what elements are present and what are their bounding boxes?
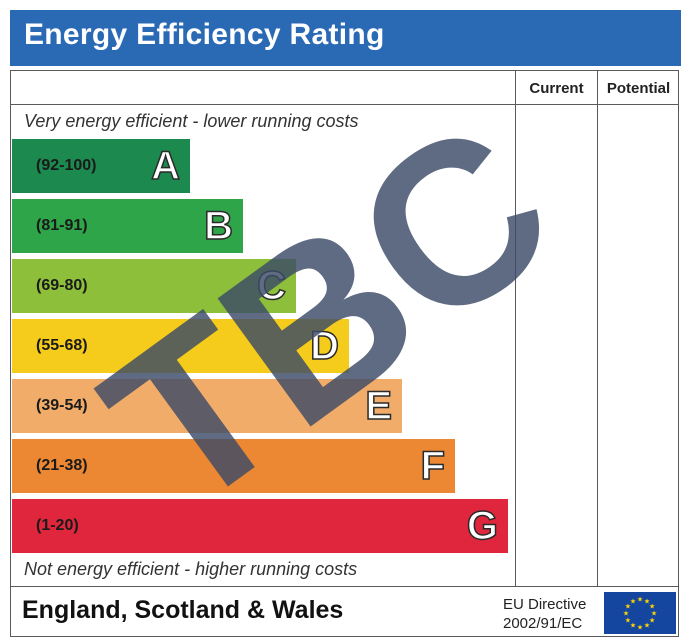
band-letter: E xyxy=(365,383,393,429)
rating-band-a: (92-100) A xyxy=(12,139,190,193)
band-letter: C xyxy=(256,263,286,309)
chart-title: Energy Efficiency Rating xyxy=(24,18,385,51)
eu-star: ★ xyxy=(649,617,655,625)
rating-frame xyxy=(10,70,679,637)
band-range-label: (39-54) xyxy=(36,397,88,414)
eu-flag-icon: ★ ★ ★ ★ ★ ★ ★ ★ ★ ★ ★ ★ xyxy=(604,592,676,634)
rating-band-b: (81-91) B xyxy=(12,199,243,253)
band-range-label: (21-38) xyxy=(36,457,88,474)
band-range-label: (69-80) xyxy=(36,277,88,294)
eu-star: ★ xyxy=(651,610,657,618)
rating-band-d: (55-68) D xyxy=(12,319,349,373)
top-caption: Very energy efficient - lower running co… xyxy=(24,111,359,131)
current-column-divider xyxy=(515,70,516,586)
eu-star: ★ xyxy=(630,597,636,605)
eu-directive-number: 2002/91/EC xyxy=(503,615,583,632)
eu-star: ★ xyxy=(637,624,643,632)
potential-column-header: Potential xyxy=(606,80,671,97)
region-label: England, Scotland & Wales xyxy=(22,596,344,624)
footer-divider xyxy=(10,586,679,587)
current-column-header: Current xyxy=(529,80,584,97)
eu-directive-label: EU Directive xyxy=(503,596,587,613)
band-letter: B xyxy=(203,203,233,249)
eu-star: ★ xyxy=(625,603,631,611)
band-letter: F xyxy=(420,443,446,489)
eu-star: ★ xyxy=(644,622,650,630)
band-range-label: (81-91) xyxy=(36,217,88,234)
eu-star: ★ xyxy=(623,610,629,618)
band-letter: A xyxy=(150,143,180,189)
eu-star: ★ xyxy=(625,617,631,625)
rating-band-g: (1-20) G xyxy=(12,499,508,553)
bottom-caption: Not energy efficient - higher running co… xyxy=(24,559,358,579)
band-range-label: (92-100) xyxy=(36,157,97,174)
header-row-divider xyxy=(10,104,679,105)
band-letter: G xyxy=(466,503,499,549)
potential-column-divider xyxy=(597,70,598,586)
band-range-label: (55-68) xyxy=(36,337,88,354)
band-range-label: (1-20) xyxy=(36,517,79,534)
rating-band-e: (39-54) E xyxy=(12,379,402,433)
band-letter: D xyxy=(309,323,339,369)
eu-star: ★ xyxy=(630,622,636,630)
rating-band-c: (69-80) C xyxy=(12,259,296,313)
eu-star: ★ xyxy=(649,603,655,611)
rating-band-f: (21-38) F xyxy=(12,439,455,493)
eu-star: ★ xyxy=(637,596,643,604)
header-bar: Energy Efficiency Rating xyxy=(10,10,681,66)
eu-star: ★ xyxy=(644,597,650,605)
